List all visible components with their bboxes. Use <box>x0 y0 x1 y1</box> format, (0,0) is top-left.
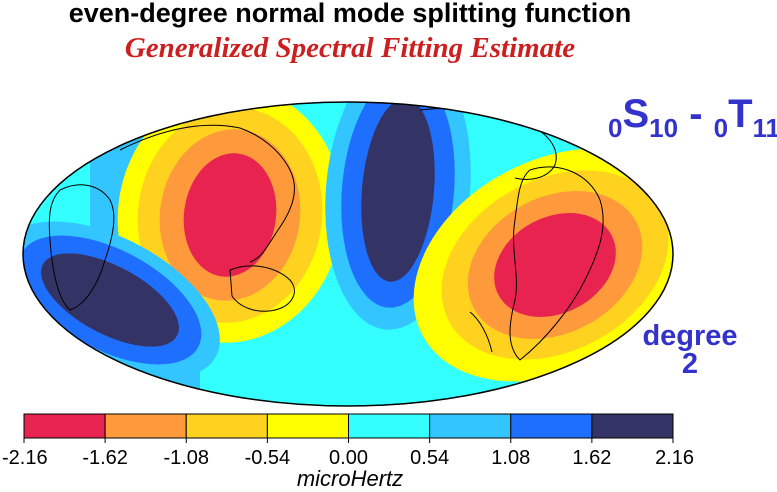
colorbar-swatch <box>591 413 674 439</box>
colorbar-swatch <box>510 413 593 439</box>
mode-left-prefix: 0 <box>608 113 623 143</box>
degree-word: degree <box>642 320 738 352</box>
globe-outline <box>22 101 674 407</box>
colorbar-tick-label: 0.54 <box>410 447 449 469</box>
colorbar-unit: microHertz <box>296 466 404 491</box>
colorbar-tick-label: -2.16 <box>2 447 48 469</box>
colorbar-tick-label: 0.00 <box>329 447 368 469</box>
colorbar: -2.16 -1.62 -1.08 -0.54 0.00 0.54 1.08 1.62 2.16 <box>2 413 694 469</box>
mode-left-letter: S <box>622 92 650 136</box>
mode-left-index: 10 <box>649 113 679 143</box>
degree-value: 2 <box>681 348 699 380</box>
colorbar-tick-label: 2.16 <box>655 447 694 469</box>
mode-right-prefix: 0 <box>713 113 729 143</box>
colorbar-tick-label: -1.08 <box>163 447 209 469</box>
map-title: even-degree normal mode splitting functi… <box>68 0 632 28</box>
asia-coast <box>119 124 295 263</box>
mode-separator: - <box>678 92 714 136</box>
mode-label: 0S10 - 0T11 <box>608 92 777 143</box>
colorbar-swatch <box>429 413 512 439</box>
australia-coast <box>229 265 295 312</box>
colorbar-swatch <box>266 413 349 439</box>
colorbar-swatch <box>23 413 106 439</box>
colorbar-tick-label: 1.62 <box>572 447 611 469</box>
colorbar-swatch <box>104 413 187 439</box>
mode-right-index: 11 <box>752 113 777 143</box>
colorbar-swatch <box>348 413 431 439</box>
colorbar-tick-label: 1.08 <box>491 447 530 469</box>
colorbar-tick-label: -0.54 <box>245 447 291 469</box>
mode-right-letter: T <box>728 92 753 136</box>
south-america-low <box>413 148 673 382</box>
degree-label: degree 2 <box>620 320 760 380</box>
map-subtitle: Generalized Spectral Fitting Estimate <box>124 32 576 64</box>
south-america-coast <box>509 166 604 361</box>
colorbar-tick-label: -1.62 <box>82 447 128 469</box>
south-atlantic-high <box>23 221 220 379</box>
antarctic-peninsula-coast <box>469 311 493 353</box>
colorbar-swatch <box>185 413 268 439</box>
splitting-function-field <box>23 102 673 406</box>
coastlines <box>48 107 604 361</box>
africa-coast <box>48 184 115 311</box>
